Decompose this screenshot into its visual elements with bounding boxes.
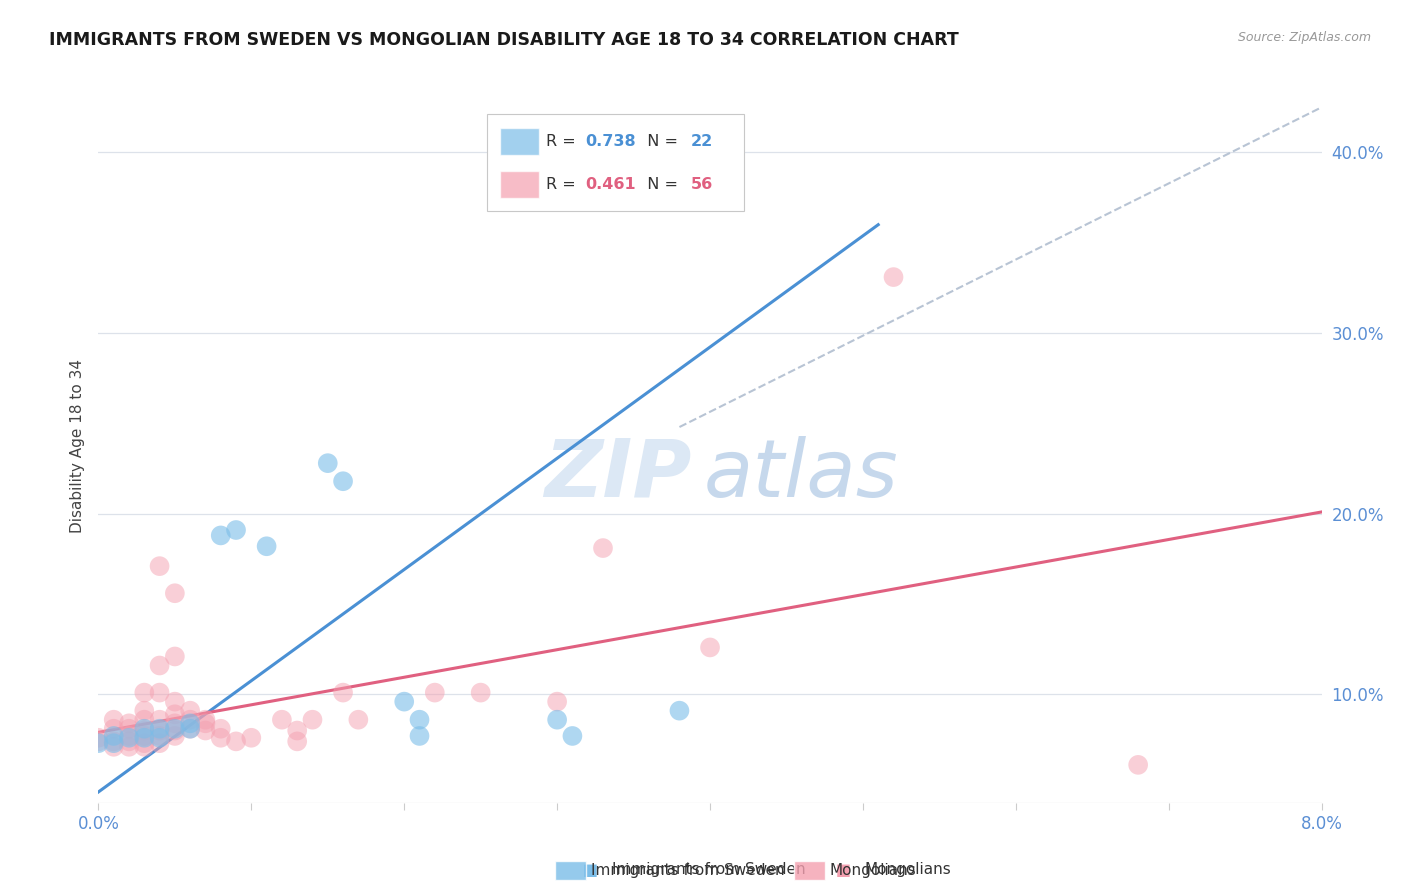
Text: 0.461: 0.461 [585,177,636,192]
Point [546,713,568,727]
Y-axis label: Disability Age 18 to 34: Disability Age 18 to 34 [69,359,84,533]
Point [240,731,263,745]
Text: ▪: ▪ [582,858,599,881]
FancyBboxPatch shape [499,170,538,198]
Point [87,734,110,748]
Text: Mongolians: Mongolians [865,863,952,877]
Point [347,713,370,727]
Point [392,695,416,709]
Point [285,723,308,738]
Point [118,722,141,736]
Text: 22: 22 [690,134,713,149]
Point [332,474,354,488]
Point [103,722,125,736]
Point [134,722,156,736]
Text: atlas: atlas [704,435,898,514]
Text: ▪: ▪ [835,858,852,881]
Point [163,722,186,736]
Point [163,586,186,600]
Point [149,559,172,574]
Point [546,695,568,709]
Point [1128,757,1150,772]
Point [194,723,217,738]
Text: R =: R = [546,177,581,192]
Point [316,456,339,470]
Point [179,704,201,718]
Point [209,731,232,745]
Point [103,736,125,750]
Point [118,731,141,745]
Text: N =: N = [637,177,683,192]
Text: 56: 56 [690,177,713,192]
Point [134,731,156,745]
Point [149,736,172,750]
Text: Immigrants from Sweden: Immigrants from Sweden [612,863,806,877]
Point [179,716,201,731]
Point [134,685,156,699]
Point [149,729,172,743]
Point [149,685,172,699]
Point [883,270,905,285]
Text: N =: N = [637,134,683,149]
Point [163,723,186,738]
Point [209,722,232,736]
Point [163,649,186,664]
Text: R =: R = [546,134,581,149]
Point [194,716,217,731]
Text: Source: ZipAtlas.com: Source: ZipAtlas.com [1237,31,1371,45]
Point [179,722,201,736]
Point [194,713,217,727]
Point [103,713,125,727]
Text: Mongolians: Mongolians [830,863,917,878]
Point [149,731,172,745]
Point [163,716,186,731]
Point [423,685,446,699]
FancyBboxPatch shape [499,128,538,155]
Point [134,713,156,727]
Point [408,713,430,727]
Point [225,523,247,537]
Point [470,685,492,699]
Text: IMMIGRANTS FROM SWEDEN VS MONGOLIAN DISABILITY AGE 18 TO 34 CORRELATION CHART: IMMIGRANTS FROM SWEDEN VS MONGOLIAN DISA… [49,31,959,49]
Point [149,723,172,738]
Point [285,734,308,748]
Point [134,723,156,738]
Point [103,729,125,743]
Point [256,539,278,553]
Point [87,736,110,750]
Point [209,528,232,542]
Point [134,736,156,750]
FancyBboxPatch shape [488,114,744,211]
Point [179,713,201,727]
Point [163,729,186,743]
Point [270,713,294,727]
Point [163,707,186,722]
Text: 0.738: 0.738 [585,134,636,149]
Point [118,739,141,754]
Point [134,739,156,754]
Point [118,729,141,743]
Point [118,734,141,748]
Text: ZIP: ZIP [544,435,692,514]
Point [163,695,186,709]
Point [592,541,614,555]
Point [134,704,156,718]
Point [118,716,141,731]
Point [87,731,110,745]
Point [301,713,323,727]
Point [179,722,201,736]
Point [103,739,125,754]
Point [149,658,172,673]
Point [561,729,583,743]
Point [225,734,247,748]
Point [332,685,354,699]
Point [149,722,172,736]
Point [103,734,125,748]
Point [699,640,721,655]
Point [134,729,156,743]
Point [408,729,430,743]
Text: Immigrants from Sweden: Immigrants from Sweden [591,863,785,878]
Point [668,704,690,718]
Point [149,713,172,727]
